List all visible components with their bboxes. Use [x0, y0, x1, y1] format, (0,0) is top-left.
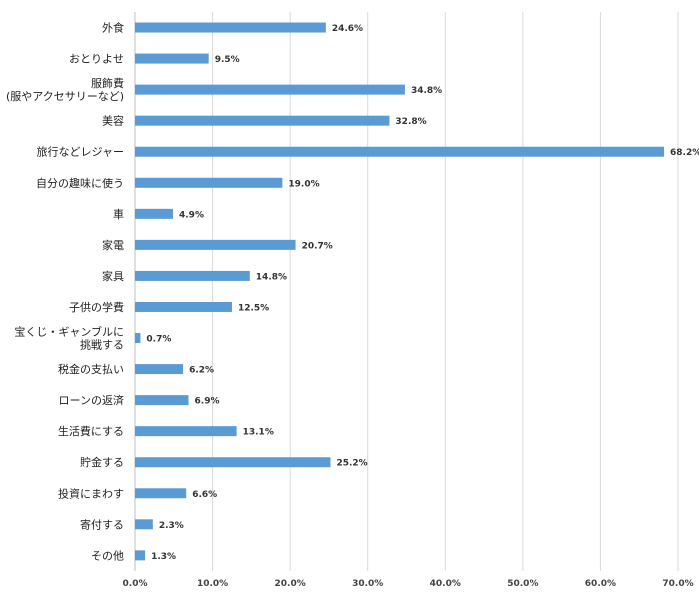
- category-label: 生活費にする: [58, 424, 124, 438]
- x-tick-label: 0.0%: [123, 579, 148, 589]
- x-axis-tick-labels: 0.0% 10.0% 20.0% 30.0% 40.0% 50.0% 60.0% 70.0%: [123, 579, 694, 589]
- value-label: 4.9%: [179, 210, 204, 220]
- category-label: 美容: [102, 114, 124, 128]
- bar: [135, 301, 232, 312]
- category-label: 宝くじ・ギャンブルに挑戦する: [14, 325, 124, 352]
- category-label: 子供の学費: [69, 300, 124, 314]
- category-label: 家電: [102, 238, 124, 252]
- value-label: 2.3%: [159, 521, 184, 531]
- grid-lines: [134, 12, 679, 571]
- x-tick-label: 60.0%: [585, 579, 616, 589]
- category-label: ローンの返済: [59, 393, 124, 407]
- bar: [135, 488, 187, 499]
- value-label: 6.6%: [192, 490, 217, 500]
- x-tick-label: 40.0%: [430, 579, 461, 589]
- value-label: 6.9%: [195, 397, 220, 407]
- x-tick-label: 50.0%: [507, 579, 538, 589]
- value-label: 14.8%: [256, 272, 287, 282]
- bar: [135, 426, 237, 437]
- category-label: 家具: [102, 269, 124, 283]
- value-labels: 24.6% 9.5% 34.8% 32.8% 68.2% 19.0% 4.9% 20.7% 14…: [146, 24, 699, 562]
- bar: [135, 84, 405, 95]
- value-label: 6.2%: [189, 366, 214, 376]
- category-label: 服飾費(服やアクセサリーなど): [6, 76, 124, 103]
- value-label: 12.5%: [238, 303, 269, 313]
- value-label: 25.2%: [336, 459, 367, 469]
- x-tick-label: 70.0%: [662, 579, 693, 589]
- x-tick-label: 10.0%: [197, 579, 228, 589]
- category-label: 旅行などレジャー: [37, 145, 124, 159]
- value-label: 24.6%: [332, 24, 363, 34]
- bars: [135, 22, 665, 561]
- value-label: 32.8%: [395, 117, 426, 127]
- bar: [135, 22, 326, 33]
- value-label: 19.0%: [288, 179, 319, 189]
- x-tick-label: 20.0%: [275, 579, 306, 589]
- value-label: 20.7%: [302, 241, 333, 251]
- bar: [135, 208, 174, 219]
- bar: [135, 333, 141, 344]
- bar: [135, 53, 209, 64]
- category-label: 車: [113, 207, 124, 221]
- value-label: 0.7%: [146, 335, 171, 345]
- category-label: おとりよせ: [69, 53, 124, 66]
- category-label: その他: [91, 549, 124, 562]
- category-label: 外食: [102, 21, 124, 35]
- bar: [135, 270, 250, 281]
- category-label: 税金の支払い: [58, 362, 124, 376]
- category-label: 投資にまわす: [58, 486, 124, 500]
- value-label: 34.8%: [411, 86, 442, 96]
- value-label: 13.1%: [243, 428, 274, 438]
- value-label: 68.2%: [670, 148, 699, 158]
- category-label: 貯金する: [80, 455, 124, 469]
- bar: [135, 364, 184, 375]
- category-label: 自分の趣味に使う: [36, 176, 124, 190]
- bar: [135, 395, 189, 406]
- bar: [135, 457, 331, 468]
- bar: [135, 550, 146, 561]
- bar: [135, 519, 153, 530]
- bar: [135, 177, 283, 188]
- category-label: 寄付する: [80, 517, 124, 531]
- value-label: 9.5%: [215, 55, 240, 65]
- bar: [135, 115, 390, 126]
- x-tick-label: 30.0%: [352, 579, 383, 589]
- value-label: 1.3%: [151, 552, 176, 562]
- bar: [135, 239, 296, 250]
- bar: [135, 146, 665, 157]
